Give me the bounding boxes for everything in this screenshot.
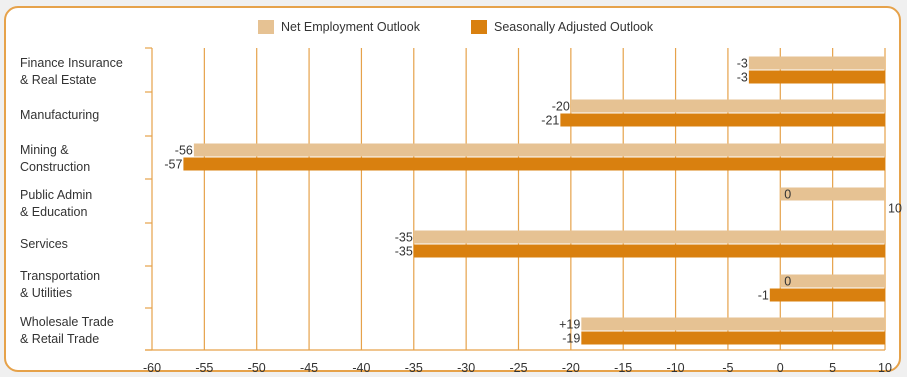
legend-item-seasonally-adjusted: Seasonally Adjusted Outlook (471, 20, 653, 34)
x-tick-label: -35 (405, 361, 423, 375)
x-tick-label: -30 (457, 361, 475, 375)
data-label: 0 (784, 188, 791, 202)
bar-net-employment (581, 317, 885, 331)
category-label-manufacturing: Manufacturing (20, 108, 100, 122)
x-tick-label: -60 (143, 361, 161, 375)
category-label-public-admin: Public Admin & Education (20, 188, 93, 219)
data-label: -20 (552, 100, 570, 114)
bar-seasonally-adjusted (560, 113, 885, 127)
bar-seasonally-adjusted (183, 157, 885, 171)
data-label: -3 (737, 57, 748, 71)
x-tick-label: 5 (829, 361, 836, 375)
data-label: -19 (562, 332, 580, 346)
category-label-mining: Mining & Construction (20, 143, 91, 174)
data-label: -35 (395, 245, 413, 259)
x-tick-label: -55 (195, 361, 213, 375)
legend-label-seasonally-adjusted: Seasonally Adjusted Outlook (494, 20, 654, 34)
legend-swatch-seasonally-adjusted (471, 20, 487, 34)
bar-net-employment (748, 56, 885, 70)
data-label: 0 (784, 275, 791, 289)
x-tick-label: -25 (509, 361, 527, 375)
legend-label-net-employment: Net Employment Outlook (281, 20, 420, 34)
data-label: -56 (175, 144, 193, 158)
x-tick-label: -45 (300, 361, 318, 375)
data-label: 10 (888, 202, 902, 216)
category-label-transportation: Transportation & Utilities (20, 269, 101, 300)
bar-net-employment (780, 187, 885, 201)
bar-seasonally-adjusted (581, 331, 885, 345)
bar-seasonally-adjusted (748, 70, 885, 84)
x-tick-label: -40 (352, 361, 370, 375)
x-tick-label: -50 (248, 361, 266, 375)
legend-item-net-employment: Net Employment Outlook (258, 20, 420, 34)
x-tick-label: -10 (667, 361, 685, 375)
bar-net-employment (193, 143, 885, 157)
bar-seasonally-adjusted (769, 288, 885, 302)
category-label-services: Services (20, 237, 68, 251)
data-label: +19 (559, 318, 580, 332)
x-tick-label: -5 (722, 361, 733, 375)
category-label-finance: Finance Insurance & Real Estate (20, 56, 123, 87)
x-tick-label: -20 (562, 361, 580, 375)
x-tick-label: 0 (777, 361, 784, 375)
legend-swatch-net-employment (258, 20, 274, 34)
category-label-wholesale: Wholesale Trade & Retail Trade (20, 315, 114, 346)
data-label: -21 (541, 114, 559, 128)
bar-net-employment (570, 99, 885, 113)
data-label: -57 (164, 158, 182, 172)
data-label: -35 (395, 231, 413, 245)
data-label: -3 (737, 71, 748, 85)
data-label: -1 (758, 289, 769, 303)
bar-net-employment (413, 230, 885, 244)
bar-seasonally-adjusted (413, 244, 885, 258)
x-tick-label: 10 (878, 361, 892, 375)
x-tick-label: -15 (614, 361, 632, 375)
bar-net-employment (780, 274, 885, 288)
